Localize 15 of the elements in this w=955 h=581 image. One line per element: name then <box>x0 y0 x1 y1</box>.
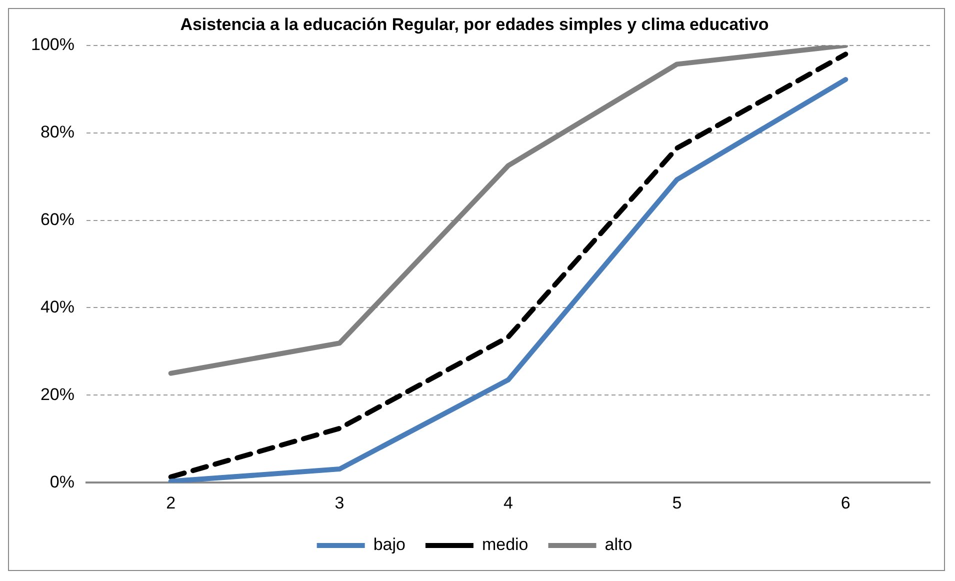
x-tick-label: 4 <box>504 493 513 512</box>
y-tick-label: 40% <box>40 297 74 316</box>
x-tick-label: 5 <box>672 493 682 512</box>
chart-title: Asistencia a la educación Regular, por edades simples y clima educativo <box>180 14 769 34</box>
y-tick-label: 100% <box>30 35 74 54</box>
legend-label: alto <box>604 535 632 554</box>
x-tick-label: 3 <box>334 493 344 512</box>
y-tick-label: 20% <box>40 384 74 404</box>
legend-label: bajo <box>373 535 406 554</box>
x-tick-label: 6 <box>840 493 850 512</box>
legend-label: medio <box>482 535 528 554</box>
y-tick-label: 80% <box>40 122 74 142</box>
y-tick-label: 60% <box>40 210 74 229</box>
x-tick-label: 2 <box>166 493 176 512</box>
y-tick-label: 0% <box>50 472 74 492</box>
